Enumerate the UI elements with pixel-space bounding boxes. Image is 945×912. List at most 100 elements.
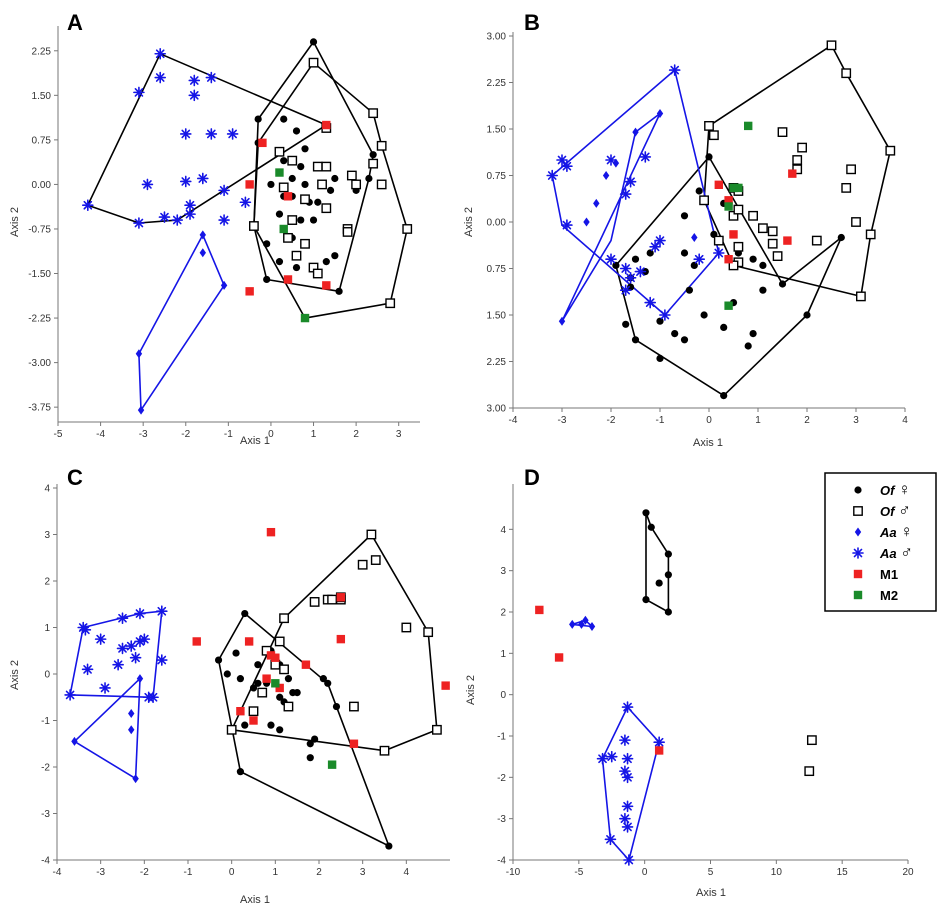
point-aa-female (656, 109, 664, 118)
y-tick-label-d: -1 (497, 732, 506, 743)
y-tick-label-b: 0.00 (487, 218, 507, 229)
x-tick-label-d: 10 (771, 867, 783, 878)
point-of-female (664, 550, 672, 558)
series-of-female-c (214, 609, 393, 850)
point-of-female (275, 258, 284, 266)
legend-label-m2: M2 (880, 588, 898, 603)
point-of-male (376, 179, 387, 190)
point-of-female (276, 693, 284, 701)
point-of-female (744, 342, 752, 350)
point-of-male (349, 701, 359, 712)
legend-item-aa-male: Aa ♂ (852, 543, 913, 562)
point-aa-male (218, 184, 230, 197)
y-tick-label-b: 3.00 (487, 404, 507, 415)
point-aa-female (220, 280, 228, 290)
hull-aa-female-c (73, 678, 141, 780)
point-aa-male (133, 217, 145, 229)
legend-sex: ♀ (900, 522, 913, 541)
x-axis-title-c: Axis 1 (240, 894, 270, 906)
hull-of-female-c (217, 612, 390, 847)
series-of-male-d (804, 735, 817, 777)
point-aa-female (612, 158, 620, 168)
point-of-female (236, 768, 244, 776)
point-of-male (385, 298, 396, 309)
point-of-male (300, 194, 310, 205)
point-of-male (376, 140, 387, 151)
y-tick-label-b: 0.75 (487, 171, 507, 182)
ticks-a: -5 -4 -3 -2 -1 0 1 2 3 2.25 1.50 0.75 0.00 -0.75 -1.50… (28, 46, 402, 440)
legend-item-m2: M2 (853, 588, 898, 603)
point-of-male (312, 161, 323, 172)
point-aa-male (129, 651, 142, 664)
legend-sex: ♂ (898, 501, 911, 520)
y-tick-label-d: 3 (500, 566, 506, 577)
point-aa-male (158, 211, 171, 223)
point-of-female (284, 675, 293, 683)
point-aa-female (558, 316, 566, 326)
point-of-female (685, 286, 694, 294)
point-of-female (249, 684, 258, 692)
point-of-female (720, 392, 728, 400)
point-of-male (797, 142, 808, 153)
legend-group: Aa (879, 546, 900, 561)
y-tick-label-b: 1.50 (487, 311, 507, 322)
point-aa-male (116, 642, 129, 655)
panel-label-d: D (524, 465, 540, 490)
y-tick-label-d: 2 (500, 608, 506, 619)
point-aa-male (623, 854, 635, 866)
point-aa-male (621, 821, 634, 833)
point-of-male (733, 204, 744, 215)
point-aa-male (654, 234, 666, 247)
point-of-female (631, 255, 640, 263)
point-m2 (744, 121, 753, 131)
point-of-female (280, 157, 288, 165)
point-of-male (321, 203, 332, 214)
point-of-male (423, 627, 434, 638)
point-aa-male (179, 175, 192, 188)
series-m1-b (714, 169, 797, 264)
hull-aa-male-d (601, 706, 660, 861)
point-aa-male (133, 86, 145, 99)
point-of-male (249, 221, 259, 231)
point-aa-male (639, 151, 652, 163)
point-m1 (724, 255, 733, 264)
point-of-female (759, 261, 767, 269)
point-of-female (301, 180, 309, 189)
point-of-female (627, 283, 635, 291)
point-of-female (680, 336, 689, 344)
point-of-female (263, 275, 271, 284)
point-of-female (241, 721, 249, 729)
point-m1 (783, 236, 792, 245)
legend-marker-of-female (854, 486, 862, 494)
x-tick-label-b: 3 (853, 415, 859, 426)
x-tick-label-a: -1 (224, 429, 233, 440)
x-tick-label-b: 4 (902, 415, 908, 426)
point-of-female (664, 571, 672, 579)
point-m1 (714, 180, 723, 189)
point-aa-female (569, 619, 576, 629)
legend-marker-m1 (853, 569, 863, 579)
point-of-female (331, 174, 339, 183)
point-of-male (806, 735, 817, 746)
point-of-female (289, 689, 297, 697)
x-tick-label-b: -3 (558, 415, 567, 426)
point-of-female (223, 670, 231, 678)
point-aa-male (226, 128, 239, 140)
point-of-female (646, 249, 654, 257)
point-of-female (642, 596, 650, 604)
point-aa-male (596, 752, 609, 765)
x-tick-label-d: -5 (574, 867, 583, 878)
point-of-female (254, 679, 262, 687)
point-of-female (254, 661, 262, 669)
point-of-male (713, 235, 724, 246)
point-m1 (654, 746, 664, 755)
point-aa-male (605, 253, 617, 266)
point-aa-male (619, 734, 631, 746)
point-of-male (278, 182, 289, 193)
point-of-male (846, 164, 857, 175)
point-of-male (317, 179, 327, 190)
point-of-male (274, 636, 285, 647)
x-tick-label-d: 20 (902, 867, 914, 878)
point-aa-female (691, 233, 698, 242)
